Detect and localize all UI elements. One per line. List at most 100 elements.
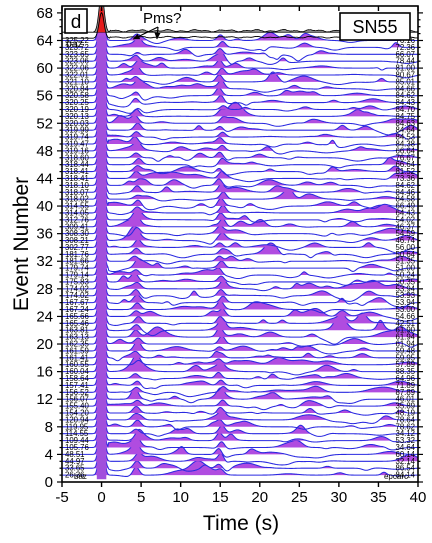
rf-trace — [62, 385, 418, 437]
trace-layer — [62, 6, 418, 480]
baz-label: 320.03 — [65, 119, 89, 128]
baz-label: 161.41 — [65, 353, 89, 362]
epcarc-label: 81.00 — [395, 64, 415, 73]
rf-trace — [62, 33, 418, 86]
rf-trace — [62, 219, 418, 273]
stack-direct-p-peak — [97, 6, 106, 33]
rf-trace — [62, 254, 418, 309]
baz-label: 181.66 — [65, 257, 89, 266]
epcarc-label: 66.64 — [395, 146, 415, 155]
epcarc-label: 84.62 — [395, 91, 415, 100]
rf-trace — [62, 350, 418, 404]
rf-trace — [62, 336, 418, 390]
baz-label: 320.13 — [65, 112, 89, 121]
baz-label: 319.74 — [65, 133, 90, 142]
rf-trace — [62, 123, 418, 176]
epcarc-label: 59.95 — [395, 353, 415, 362]
baz-label: 308.30 — [65, 229, 90, 238]
epcarc-label: 72.36 — [395, 43, 415, 52]
baz-label: 318.44 — [65, 160, 90, 169]
y-tick-label: 52 — [36, 115, 53, 132]
rf-trace — [62, 109, 418, 162]
arrow-head — [133, 33, 141, 40]
y-tick-label: 40 — [36, 198, 53, 215]
baz-label: 320.84 — [65, 84, 90, 93]
rf-trace — [62, 95, 418, 149]
baz-label: 318.10 — [65, 181, 90, 190]
rf-trace — [62, 323, 418, 376]
epcarc-label: 60.14 — [395, 450, 415, 459]
rf-trace — [62, 88, 418, 141]
baz-label: 320.58 — [65, 91, 89, 100]
epcarc-label: 85.01 — [395, 77, 415, 86]
epcarc-label: 53.94 — [395, 298, 415, 307]
rf-trace — [62, 54, 418, 108]
y-tick-label: 56 — [36, 88, 53, 105]
baz-label: 33.65 — [65, 464, 85, 473]
epcarc-label: 88.35 — [395, 367, 415, 376]
y-axis-title: Event Number — [10, 177, 33, 311]
rf-trace — [62, 226, 418, 280]
epcarc-label: 46.37 — [395, 222, 415, 231]
epcarc-label: 84.14 — [395, 471, 415, 480]
epcarc-label: 64.43 — [395, 208, 415, 217]
rf-trace — [62, 198, 418, 254]
epcarc-label: 32.14 — [395, 457, 415, 466]
baz-label: 165.46 — [65, 319, 89, 328]
arrow-head — [154, 32, 161, 40]
bottom-baz-label: baz — [74, 472, 87, 481]
station-label: SN55 — [352, 17, 397, 37]
baz-label: 325.22 — [65, 36, 89, 45]
epcarc-label: 76.67 — [395, 153, 415, 162]
epcarc-label: 34.12 — [395, 429, 415, 438]
epcarc-label: 84.70 — [395, 105, 415, 114]
epcarc-label: 84.58 — [395, 195, 415, 204]
y-tick-label: 60 — [36, 60, 53, 77]
baz-label: 120.94 — [65, 415, 90, 424]
epcarc-label: 50.24 — [395, 271, 415, 280]
baz-label: 318.02 — [65, 195, 89, 204]
bottom-epcarc-label: epcarc — [384, 472, 408, 481]
epcarc-label: 78.64 — [395, 415, 415, 424]
x-tick-label: 35 — [370, 489, 387, 506]
epcarc-label: 64.96 — [395, 374, 415, 383]
rf-trace — [62, 233, 418, 286]
baz-label: 323.06 — [65, 57, 89, 66]
rf-trace — [62, 247, 418, 302]
epcarc-label: 56.00 — [395, 243, 415, 252]
epcarc-label: 53.00 — [395, 305, 415, 314]
rf-trace — [62, 309, 418, 362]
y-tick-label: 24 — [36, 308, 53, 325]
y-tick-label: 36 — [36, 226, 53, 243]
epcarc-label: 51.00 — [395, 264, 415, 273]
baz-labels: 26.3633.6544.9748.51105.76109.44114.5511… — [65, 36, 90, 480]
baz-label: 160.04 — [65, 367, 90, 376]
y-tick-label: 4 — [45, 446, 53, 463]
rf-trace — [62, 116, 418, 169]
epcarc-label: 42.51 — [395, 319, 415, 328]
direct-p-band — [96, 36, 107, 480]
rf-trace — [62, 178, 418, 228]
baz-label: 156.07 — [65, 395, 89, 404]
epcarc-label: 84.75 — [395, 112, 415, 121]
rf-trace — [62, 281, 418, 337]
rf-trace — [62, 129, 418, 183]
panel-label: d — [71, 12, 82, 33]
x-tick-label: 0 — [97, 489, 105, 506]
baz-label: 158.64 — [65, 374, 90, 383]
baz-label: 319.47 — [65, 139, 89, 148]
rf-trace — [62, 40, 418, 93]
epcarc-label: 35.89 — [395, 402, 415, 411]
y-tick-label: 28 — [36, 281, 53, 298]
rf-trace — [62, 371, 418, 425]
y-tick-label: 16 — [36, 364, 53, 381]
rf-trace — [62, 171, 418, 223]
baz-label: 318.07 — [65, 188, 89, 197]
x-tick-label: -5 — [55, 489, 68, 506]
y-tick-label: 32 — [36, 253, 53, 270]
epcarc-label: 61.94 — [395, 340, 415, 349]
epcarc-label: 84.66 — [395, 84, 415, 93]
y-tick-label: 20 — [36, 336, 53, 353]
